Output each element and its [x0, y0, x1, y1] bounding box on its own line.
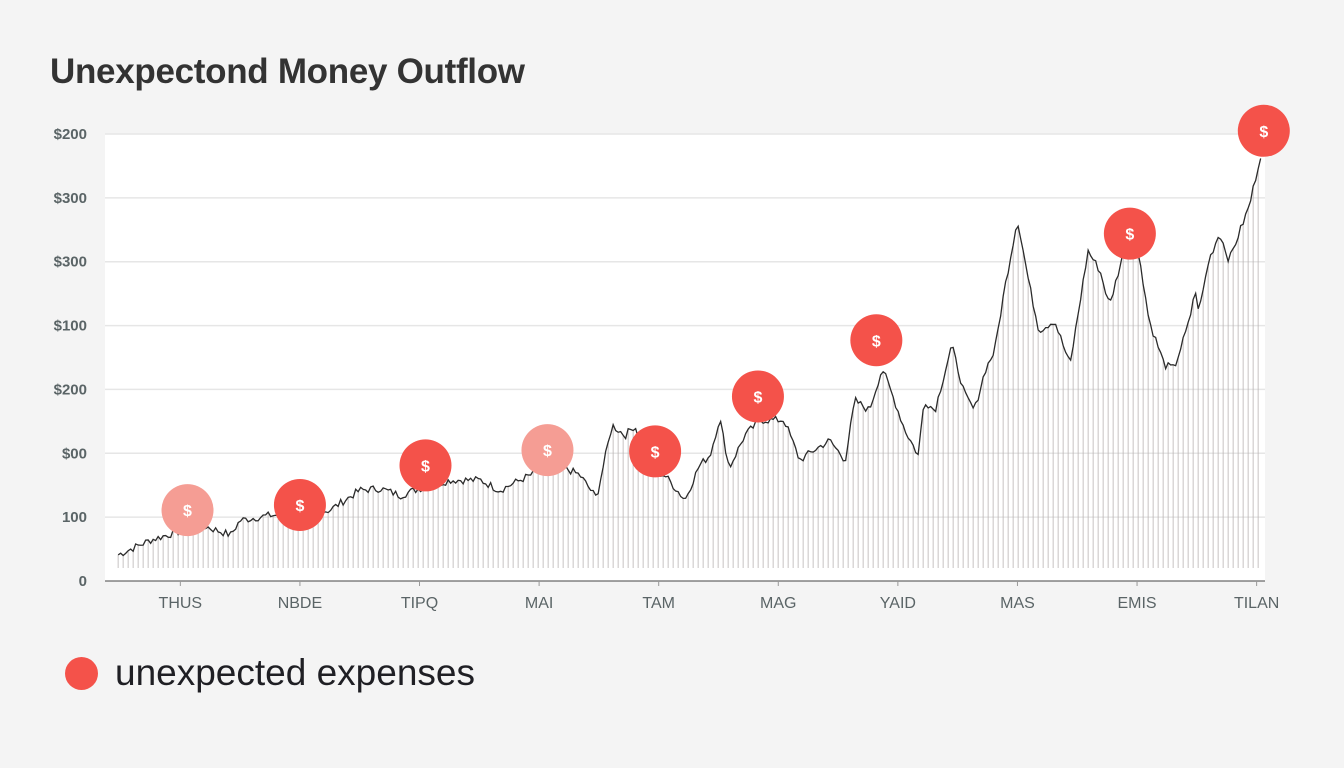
- chart-title: Unexpectond Money Outflow: [50, 52, 525, 91]
- x-tick-label: NBDE: [278, 595, 322, 612]
- dollar-icon: $: [421, 458, 430, 475]
- y-tick-label: $200: [54, 381, 87, 398]
- dollar-icon: $: [1259, 124, 1268, 141]
- expense-marker-circle: [1103, 207, 1156, 260]
- legend-label: unexpected expenses: [115, 652, 475, 693]
- x-tick-label: MAS: [1000, 595, 1035, 612]
- y-tick-label: $100: [54, 318, 87, 335]
- expense-marker: $: [629, 425, 682, 478]
- expense-marker: $: [731, 370, 784, 423]
- dollar-icon: $: [651, 444, 660, 461]
- expense-marker-circle: [273, 479, 326, 532]
- expense-marker: $: [273, 479, 326, 532]
- x-tick-label: TILAN: [1234, 595, 1279, 612]
- expense-marker: $: [399, 439, 452, 492]
- expense-marker: $: [850, 314, 903, 367]
- legend: unexpected expenses: [65, 652, 475, 694]
- x-tick-label: EMIS: [1117, 595, 1156, 612]
- x-tick-label: TIPQ: [401, 595, 438, 612]
- expense-marker-circle: [521, 424, 574, 477]
- expense-marker: $: [161, 484, 214, 537]
- y-tick-label: $200: [54, 126, 87, 143]
- dollar-icon: $: [543, 443, 552, 460]
- y-tick-label: $300: [54, 190, 87, 207]
- expense-marker-circle: [850, 314, 903, 367]
- y-tick-label: 100: [62, 509, 87, 526]
- legend-marker-icon: [65, 656, 98, 690]
- x-tick-label: MAG: [760, 595, 796, 612]
- y-tick-label: $00: [62, 445, 87, 462]
- x-tick-label: MAI: [525, 595, 553, 612]
- expense-marker: $: [1103, 207, 1156, 260]
- dollar-icon: $: [753, 389, 762, 406]
- dollar-icon: $: [295, 498, 304, 515]
- dollar-icon: $: [872, 333, 881, 350]
- x-tick-label: THUS: [159, 595, 203, 612]
- expense-marker-circle: [731, 370, 784, 423]
- expense-marker-circle: [161, 484, 214, 537]
- expense-marker-circle: [629, 425, 682, 478]
- y-tick-label: 0: [79, 573, 87, 590]
- x-tick-label: YAID: [880, 595, 916, 612]
- expense-marker: $: [1237, 104, 1290, 157]
- expense-marker: $: [521, 424, 574, 477]
- expense-marker-circle: [399, 439, 452, 492]
- y-tick-label: $300: [54, 254, 87, 271]
- x-tick-label: TAM: [642, 595, 675, 612]
- dollar-icon: $: [1125, 227, 1134, 244]
- expense-marker-circle: [1237, 104, 1290, 157]
- dollar-icon: $: [183, 503, 192, 520]
